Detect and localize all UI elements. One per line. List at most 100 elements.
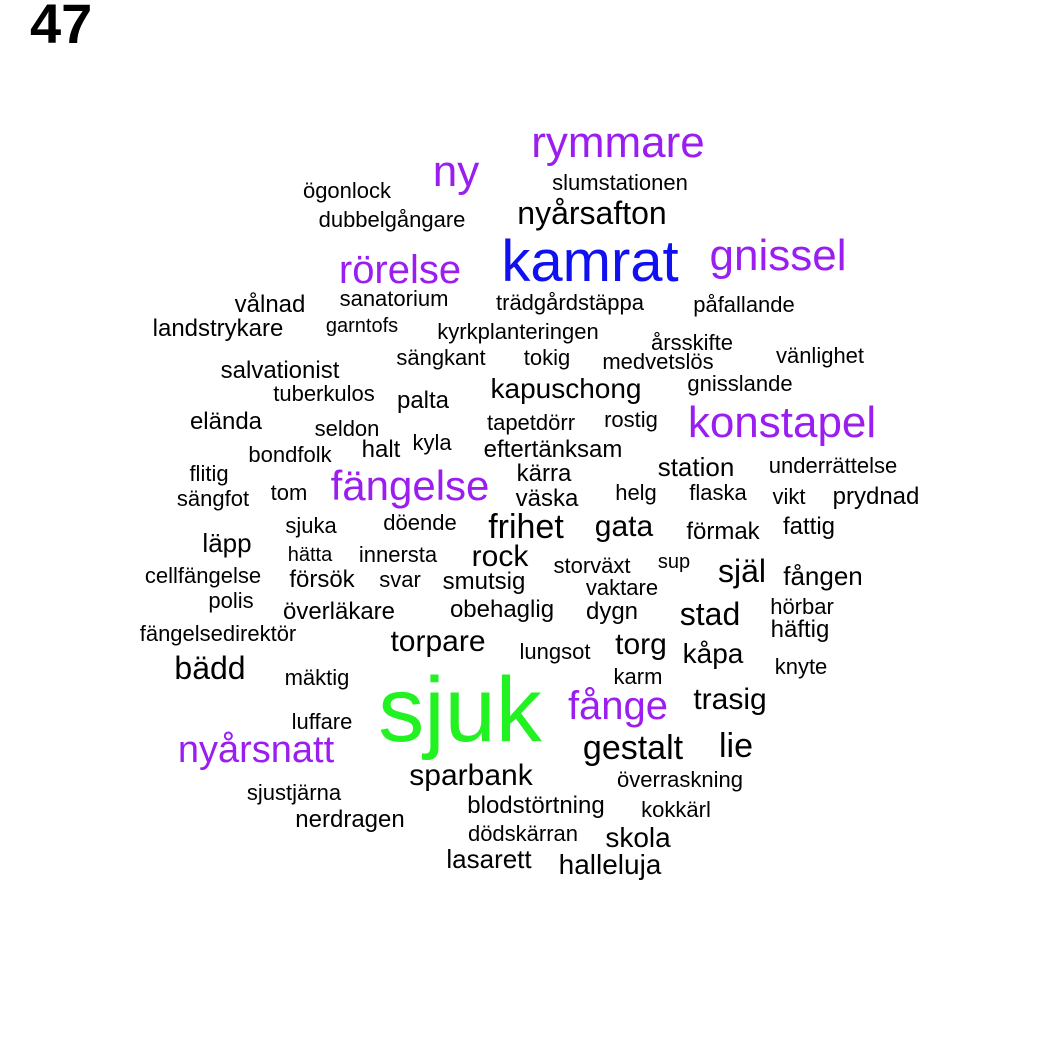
word-87: gestalt [582, 729, 684, 767]
word-23: tokig [523, 345, 571, 370]
word-1: kamrat [501, 229, 679, 294]
word-30: palta [396, 387, 450, 414]
word-85: trasig [693, 683, 767, 716]
word-56: läpp [202, 528, 252, 558]
word-6: konstapel [687, 398, 877, 447]
word-44: tom [270, 480, 308, 505]
word-96: skola [605, 822, 671, 853]
word-75: fängelsedirektör [139, 621, 297, 646]
word-73: stad [679, 596, 741, 632]
word-49: prydnad [832, 483, 920, 510]
word-46: helg [615, 480, 657, 505]
word-74: hörbar [770, 594, 834, 619]
word-71: obehaglig [449, 596, 555, 623]
word-39: flitig [189, 461, 229, 486]
word-67: smutsig [442, 568, 526, 595]
word-79: torg [615, 628, 667, 661]
word-3: ny [432, 147, 480, 196]
word-38: eftertänksam [483, 436, 623, 463]
word-52: frihet [488, 508, 564, 546]
word-62: själ [717, 553, 767, 589]
word-69: polis [208, 588, 254, 613]
word-51: döende [383, 510, 457, 535]
word-88: lie [718, 727, 754, 765]
word-10: slumstationen [552, 170, 688, 195]
word-34: rostig [604, 407, 658, 432]
word-4: gnissel [709, 231, 847, 280]
word-60: storväxt [553, 553, 631, 578]
word-24: medvetslös [602, 349, 714, 374]
word-63: fången [783, 561, 863, 591]
word-93: kokkärl [641, 797, 711, 822]
word-37: kyla [412, 430, 452, 455]
word-59: rock [471, 540, 529, 573]
word-27: kapuschong [490, 373, 642, 404]
word-77: torpare [390, 625, 486, 658]
word-81: bädd [174, 650, 246, 686]
word-97: lasarett [446, 844, 532, 874]
word-64: cellfängelse [144, 563, 262, 588]
word-16: trädgårdstäppa [496, 290, 644, 315]
word-72: dygn [585, 598, 639, 625]
word-48: vikt [772, 484, 806, 509]
word-58: innersta [358, 542, 438, 567]
word-82: knyte [774, 654, 828, 679]
word-9: nyårsnatt [177, 729, 335, 771]
word-68: vaktare [585, 575, 659, 600]
word-78: lungsot [519, 639, 591, 664]
word-86: luffare [291, 709, 353, 734]
word-55: fattig [782, 513, 836, 540]
word-95: dödskärran [467, 821, 579, 846]
word-26: salvationist [220, 357, 340, 384]
word-84: karm [613, 664, 663, 689]
word-42: underrättelse [768, 453, 898, 478]
word-20: kyrkplanteringen [437, 319, 599, 344]
word-54: förmak [686, 518, 760, 545]
word-25: vänlighet [775, 343, 865, 368]
word-7: fängelse [330, 462, 490, 509]
word-90: överraskning [617, 767, 743, 792]
word-40: kärra [516, 460, 572, 487]
word-21: årsskifte [651, 330, 733, 355]
word-66: svar [379, 567, 421, 592]
word-50: sjuka [285, 513, 337, 538]
word-33: tapetdörr [486, 410, 576, 435]
word-65: försök [289, 566, 355, 593]
word-94: nerdragen [295, 806, 405, 833]
word-22: sängkant [396, 345, 486, 370]
word-41: station [657, 452, 735, 482]
word-29: tuberkulos [273, 381, 375, 406]
word-13: dubbelgångare [318, 207, 466, 232]
word-47: flaska [689, 480, 747, 505]
word-76: häftig [770, 616, 830, 643]
word-70: överläkare [282, 598, 396, 625]
word-45: väska [515, 485, 579, 512]
word-18: landstrykare [152, 315, 284, 342]
word-28: gnisslande [687, 371, 793, 396]
word-98: halleluja [558, 849, 662, 880]
word-36: halt [361, 436, 401, 463]
word-89: sparbank [409, 759, 533, 792]
word-61: sup [657, 551, 691, 573]
word-92: blodstörtning [467, 792, 605, 819]
word-15: sanatorium [339, 286, 449, 311]
word-83: mäktig [284, 665, 350, 690]
word-80: kåpa [682, 638, 744, 669]
word-17: påfallande [693, 292, 795, 317]
word-32: seldon [314, 416, 380, 441]
word-2: rymmare [531, 118, 705, 167]
word-0: sjuk [378, 659, 542, 761]
word-43: sängfot [176, 486, 250, 511]
word-31: eländа [189, 408, 263, 435]
word-57: hätta [287, 544, 333, 566]
word-53: gata [594, 510, 654, 543]
word-35: bondfolk [248, 442, 332, 467]
word-14: vålnad [234, 291, 306, 318]
word-11: ögonlock [302, 178, 392, 203]
word-91: sjustjärna [246, 780, 342, 805]
word-5: rörelse [338, 248, 462, 292]
word-8: fånge [567, 684, 669, 728]
word-12: nyårsafton [517, 195, 667, 231]
word-19: garntofs [325, 315, 399, 337]
